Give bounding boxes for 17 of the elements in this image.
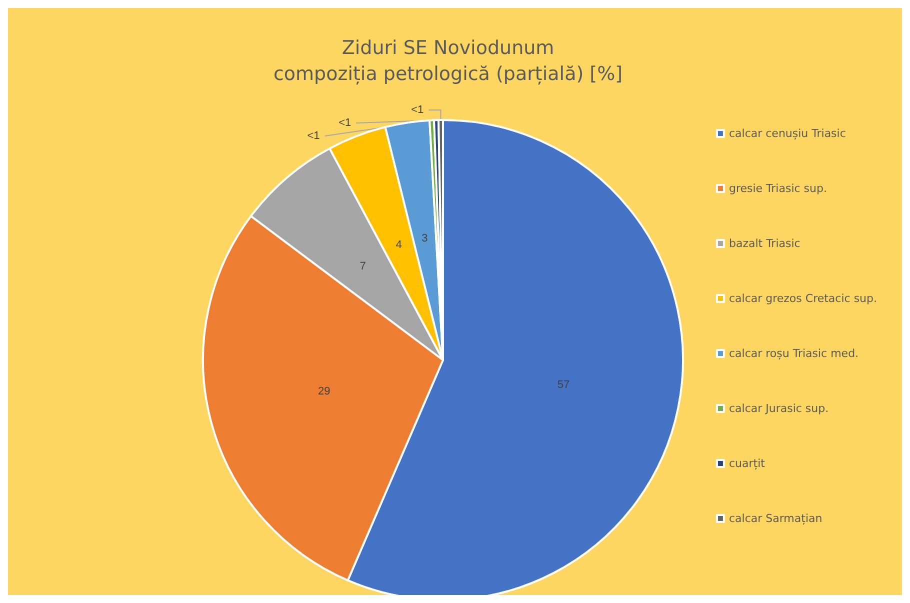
data-label: 57	[557, 378, 570, 391]
legend-label: bazalt Triasic	[728, 237, 800, 250]
chart-title: Ziduri SE Noviodunum compoziția petrologică (parțială) [%]	[273, 37, 623, 85]
legend-label: calcar roșu Triasic med.	[728, 347, 859, 360]
legend-label: gresie Triasic sup.	[728, 182, 828, 195]
legend-label: cuarțit	[728, 457, 766, 470]
data-label: <1	[411, 104, 424, 116]
data-label: 7	[360, 260, 366, 273]
data-label: 29	[318, 386, 330, 398]
data-label: 4	[396, 239, 402, 252]
data-label: <1	[338, 117, 352, 130]
data-label: 3	[422, 232, 428, 244]
data-label: <1	[307, 130, 320, 142]
legend-label: calcar cenușiu Triasic	[728, 127, 846, 140]
legend-label: calcar Sarmațian	[728, 512, 822, 525]
legend-label: calcar grezos Cretacic sup.	[728, 292, 878, 305]
legend-label: calcar Jurasic sup.	[728, 402, 829, 415]
